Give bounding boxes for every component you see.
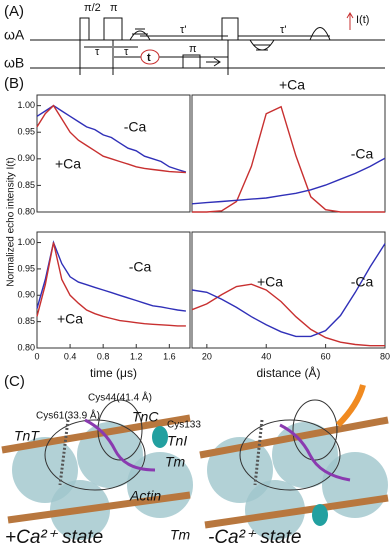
pulse-label: π [110,2,118,14]
structure-label: Cys44(41.4 Å) [88,391,152,404]
y-tick-label: 1.00 [17,100,35,110]
plot-frame [36,231,191,349]
structure-label: Tm [165,454,186,470]
y-tick-label: 0.95 [17,263,35,273]
series-line [36,242,186,327]
pulse-sequence [30,12,385,75]
series-label: -Ca [351,274,374,290]
structure-right [199,384,389,540]
channel-label: ωA [4,27,25,43]
structure-left [1,399,193,540]
x-tick-label: 0.4 [64,351,77,361]
delay-label: τ' [180,24,186,36]
x-axis-label: distance (Å) [256,365,320,380]
x-tick-label: 60 [321,351,331,361]
series-line [191,243,386,338]
plot-frame [191,94,386,213]
y-tick-label: 0.80 [17,206,35,216]
y-tick-label: 0.90 [17,290,35,300]
x-tick-label: 40 [261,351,271,361]
delay-label: τ [95,46,100,58]
signal-label: I(t) [356,14,369,26]
charts: 0.800.850.900.951.00-Ca+Ca+Ca-Ca0.800.85… [17,77,390,380]
series-label: -Ca [129,259,152,275]
series-line [36,104,187,173]
t-label: t [147,52,151,64]
channel-label: ωB [4,55,24,71]
state-label: +Ca²⁺ state [5,527,103,548]
structure-label: TnT [14,428,40,444]
series-label: -Ca [124,119,147,135]
structure-label: Cys133 [167,420,201,431]
x-tick-label: 1.2 [130,351,143,361]
y-tick-label: 0.95 [17,127,35,137]
series-line [191,157,386,205]
series-label: +Ca [257,274,283,290]
panel-label: (B) [4,75,24,92]
series-line [36,104,186,174]
delay-label: τ [124,46,129,58]
series-label: +Ca [55,156,81,172]
structure-label: TnC [132,409,159,425]
x-tick-label: 0 [34,351,39,361]
series-line [191,283,385,347]
series-label: +Ca [279,77,305,93]
x-tick-label: 20 [202,351,212,361]
y-tick-label: 0.85 [17,180,35,190]
series-line [192,105,385,213]
series-label: -Ca [351,146,374,162]
x-tick-label: 1.6 [163,351,176,361]
structure-label: Cys61(33.9 Å) [36,409,100,422]
structure-label: Tm [170,527,191,543]
delay-label: τ' [280,24,286,36]
y-tick-label: 0.85 [17,316,35,326]
y-tick-label: 0.90 [17,153,35,163]
y-axis-label: Normalized echo intensity I(t) [6,157,17,287]
x-tick-label: 0.8 [97,351,110,361]
series-line [36,240,186,312]
x-tick-label: 80 [380,351,390,361]
plot-frame [36,94,191,213]
pulse-label: π/2 [84,2,101,14]
structure-label: TnI [167,433,187,449]
series-label: +Ca [57,311,83,327]
y-tick-label: 1.00 [17,237,35,247]
state-label: -Ca²⁺ state [208,527,301,548]
x-axis-label: time (μs) [90,366,137,380]
structure-label: Actin [129,488,161,504]
panel-label: (C) [4,373,25,390]
y-tick-label: 0.80 [17,342,35,352]
pulse-label: π [189,43,197,55]
panel-label: (A) [4,3,24,20]
